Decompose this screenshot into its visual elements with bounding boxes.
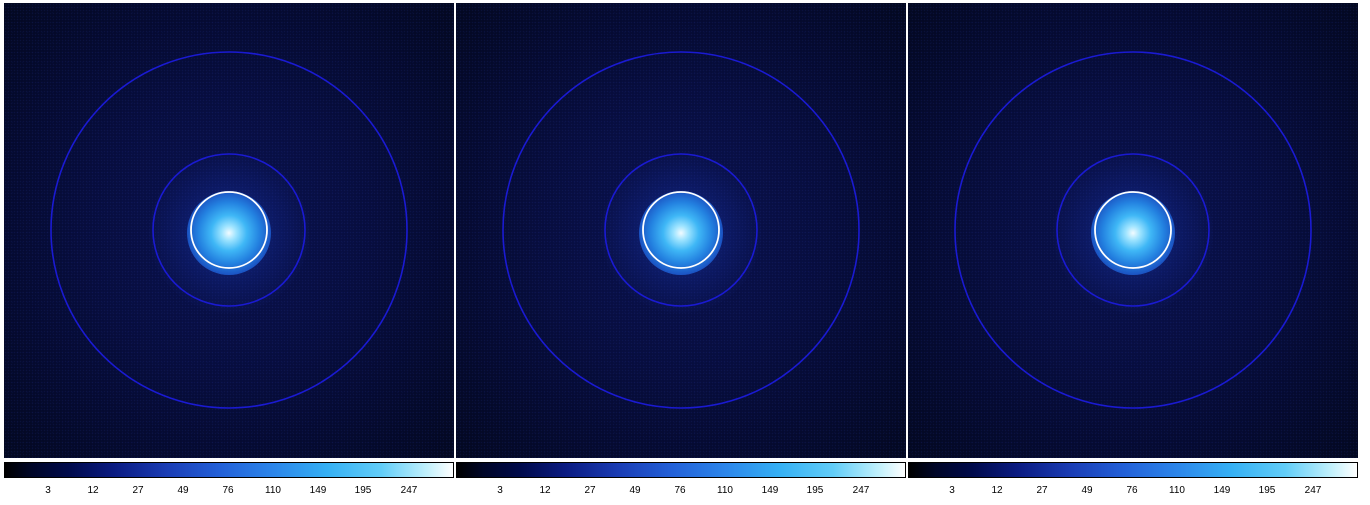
colorbar-tick: 110: [1169, 485, 1185, 496]
colorbar-tick: 12: [991, 485, 1003, 496]
inner-background-annulus-circle[interactable]: [1056, 153, 1210, 307]
colorbar-tick: 76: [222, 485, 234, 496]
region-overlay: [502, 51, 860, 409]
colorbar-tick: 3: [949, 485, 955, 496]
colorbar-tick: 49: [629, 485, 641, 496]
inner-background-annulus-circle[interactable]: [152, 153, 306, 307]
colorbar-tick: 27: [1036, 485, 1048, 496]
sky-image-1: [4, 3, 454, 458]
source-region-circle[interactable]: [190, 191, 268, 269]
colorbar-tick: 195: [1258, 485, 1276, 496]
colorbar-tick: 195: [354, 485, 372, 496]
colorbar: [908, 462, 1358, 478]
colorbar: [4, 462, 454, 478]
source-region-circle[interactable]: [642, 191, 720, 269]
region-overlay: [50, 51, 408, 409]
colorbar-tick: 247: [1304, 485, 1322, 496]
colorbar-tick-labels: 3 12 27 49 76 110 149 195 247: [908, 485, 1358, 501]
colorbar-tick-labels: 3 12 27 49 76 110 149 195 247: [456, 485, 906, 501]
colorbar-tick: 27: [584, 485, 596, 496]
colorbar-tick: 247: [400, 485, 418, 496]
outer-background-annulus-circle[interactable]: [50, 51, 408, 409]
colorbar-tick: 3: [497, 485, 503, 496]
outer-background-annulus-circle[interactable]: [502, 51, 860, 409]
colorbar-tick: 149: [761, 485, 779, 496]
sky-image-2: [456, 3, 906, 458]
colorbar-tick: 110: [717, 485, 733, 496]
colorbar-tick: 12: [87, 485, 99, 496]
colorbar-tick: 27: [132, 485, 144, 496]
colorbar-tick: 3: [45, 485, 51, 496]
colorbar-tick: 110: [265, 485, 281, 496]
colorbar-tick: 247: [852, 485, 870, 496]
colorbar: [456, 462, 906, 478]
colorbar-tick: 12: [539, 485, 551, 496]
image-panel-1: 3 12 27 49 76 110 149 195 247: [4, 0, 454, 505]
image-panel-2: 3 12 27 49 76 110 149 195 247: [456, 0, 906, 505]
colorbar-tick: 76: [674, 485, 686, 496]
region-overlay: [954, 51, 1312, 409]
sky-image-3: [908, 3, 1358, 458]
colorbar-tick-labels: 3 12 27 49 76 110 149 195 247: [4, 485, 454, 501]
outer-background-annulus-circle[interactable]: [954, 51, 1312, 409]
colorbar-tick: 149: [1213, 485, 1231, 496]
image-panel-3: 3 12 27 49 76 110 149 195 247: [908, 0, 1358, 505]
colorbar-tick: 195: [806, 485, 824, 496]
colorbar-tick: 49: [1081, 485, 1093, 496]
colorbar-tick: 76: [1126, 485, 1138, 496]
colorbar-tick: 149: [309, 485, 327, 496]
colorbar-tick: 49: [177, 485, 189, 496]
inner-background-annulus-circle[interactable]: [604, 153, 758, 307]
source-region-circle[interactable]: [1094, 191, 1172, 269]
